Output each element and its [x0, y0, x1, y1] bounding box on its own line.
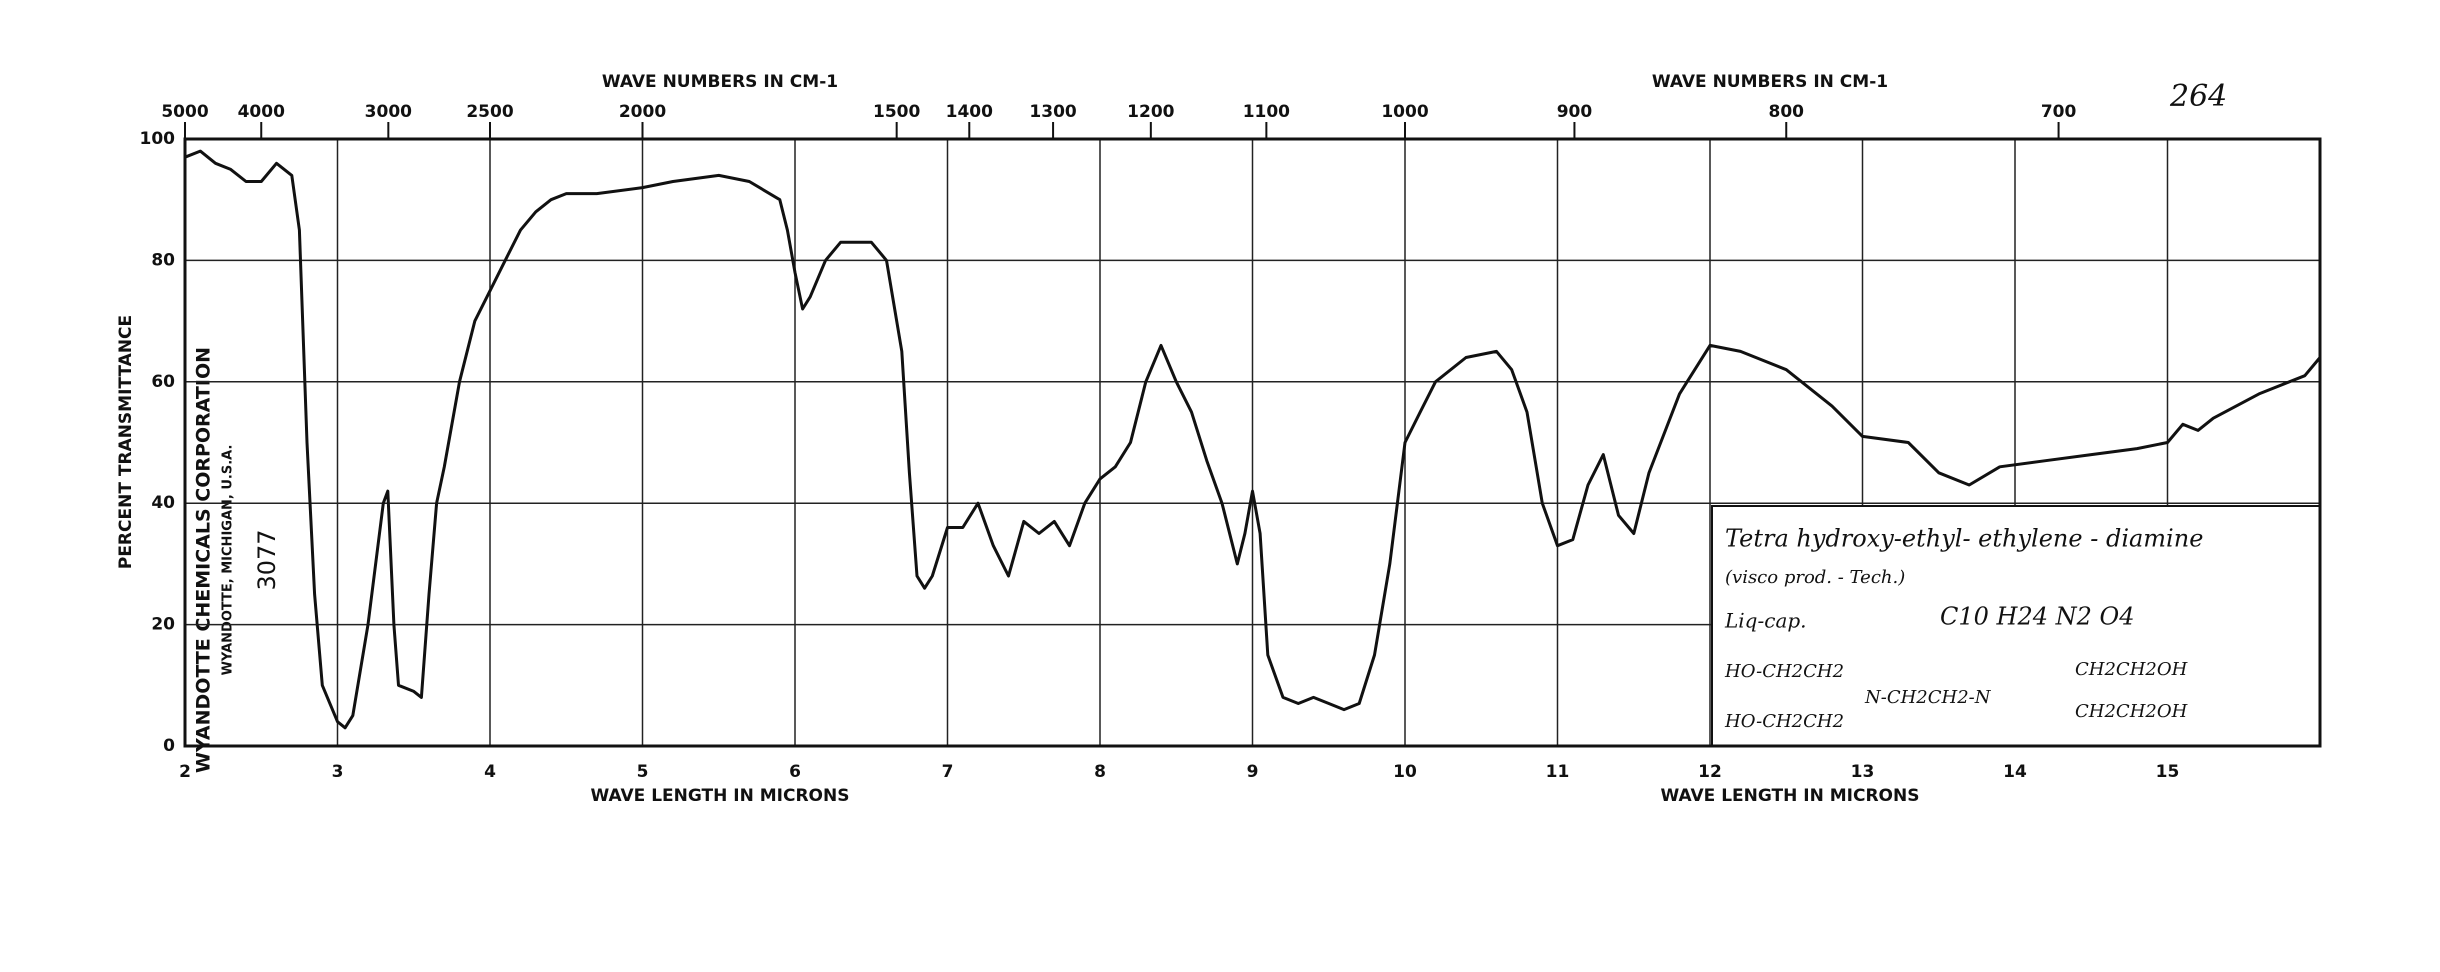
x2-tick-label: 800 — [1769, 102, 1805, 122]
x2-tick-label: 700 — [2041, 102, 2077, 122]
x-tick-label: 14 — [2003, 762, 2027, 782]
x-tick-label: 4 — [484, 762, 496, 782]
formula: C10 H24 N2 O4 — [1940, 603, 2134, 631]
spectrum-line — [184, 149, 2322, 730]
x-tick-label: 2 — [179, 762, 191, 782]
y-tick-label: 60 — [151, 372, 175, 392]
x2-tick-label: 1200 — [1127, 102, 1174, 122]
x2-tick-label: 3000 — [365, 102, 412, 122]
structure: N-CH2CH2-N — [1864, 687, 1992, 708]
top-axis-label-right: WAVE NUMBERS IN CM-1 — [1652, 72, 1888, 92]
top-axis-label: WAVE NUMBERS IN CM-1 — [602, 72, 838, 92]
x-axis-label: WAVE LENGTH IN MICRONS — [591, 786, 850, 806]
x-tick-label: 10 — [1393, 762, 1417, 782]
x2-tick-label: 1000 — [1381, 102, 1428, 122]
x2-tick-label: 900 — [1557, 102, 1593, 122]
x-tick-label: 11 — [1546, 762, 1570, 782]
y-tick-label: 40 — [151, 493, 175, 513]
x2-tick-label: 1300 — [1029, 102, 1076, 122]
x2-tick-label: 1100 — [1243, 102, 1290, 122]
company-address: WYANDOTTE, MICHIGAN, U.S.A. — [221, 445, 236, 676]
x-tick-label: 6 — [789, 762, 801, 782]
y-axis-label: PERCENT TRANSMITTANCE — [116, 315, 136, 569]
y-tick-label: 20 — [151, 615, 175, 635]
x2-tick-label: 1400 — [946, 102, 993, 122]
x-tick-label: 12 — [1698, 762, 1722, 782]
x-tick-label: 7 — [942, 762, 954, 782]
x2-tick-label: 5000 — [161, 102, 208, 122]
x-tick-label: 3 — [332, 762, 344, 782]
method: Liq-cap. — [1724, 609, 1807, 633]
grade: (visco prod. - Tech.) — [1725, 567, 1905, 588]
structure: CH2CH2OH — [2075, 659, 2188, 680]
y-tick-label: 0 — [163, 736, 175, 756]
structure: HO-CH2CH2 — [1724, 661, 1844, 682]
x-axis-label-right: WAVE LENGTH IN MICRONS — [1661, 786, 1920, 806]
x2-tick-label: 4000 — [238, 102, 285, 122]
y-tick-label: 80 — [151, 250, 175, 270]
company: WYANDOTTE CHEMICALS CORPORATION — [193, 347, 215, 773]
x2-tick-label: 1500 — [873, 102, 920, 122]
y-tick-label: 100 — [140, 129, 176, 149]
plot-frame — [183, 137, 2322, 748]
x-tick-label: 13 — [1851, 762, 1875, 782]
structure: HO-CH2CH2 — [1724, 711, 1844, 732]
spectrum-number: 3077 — [253, 529, 281, 590]
x-tick-label: 5 — [637, 762, 649, 782]
x-tick-label: 8 — [1094, 762, 1106, 782]
sheet-number: 264 — [2169, 79, 2227, 114]
x-tick-label: 15 — [2156, 762, 2180, 782]
x2-tick-label: 2500 — [466, 102, 513, 122]
compound: Tetra hydroxy-ethyl- ethylene - diamine — [1725, 525, 2203, 553]
x2-tick-label: 2000 — [619, 102, 666, 122]
x-tick-label: 9 — [1247, 762, 1259, 782]
structure: CH2CH2OH — [2075, 701, 2188, 722]
